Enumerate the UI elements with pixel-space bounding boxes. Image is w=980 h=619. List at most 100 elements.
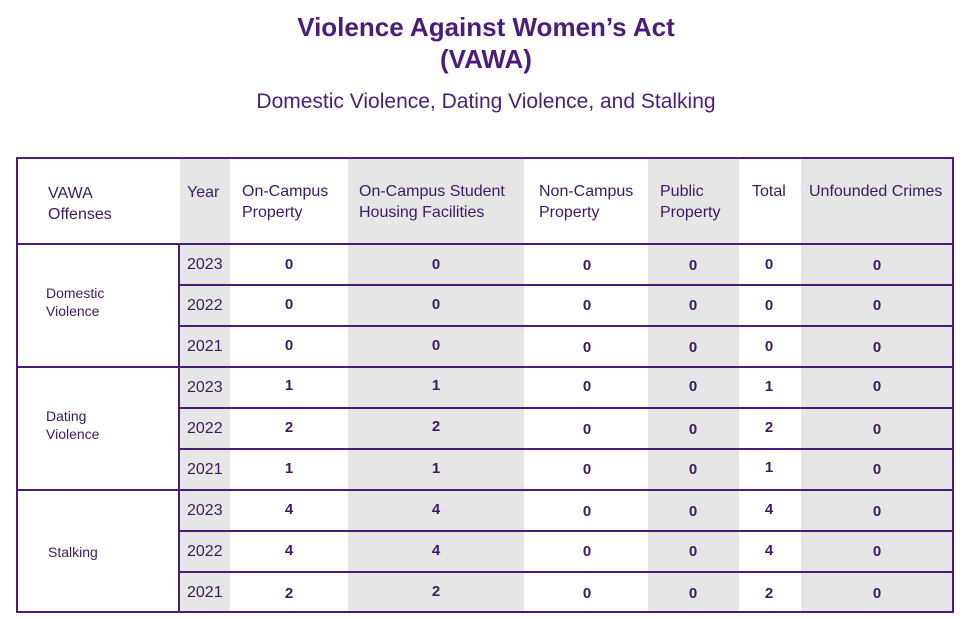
header-on-campus-line1: On-Campus <box>242 183 329 200</box>
cell-unfounded: 0 <box>872 378 882 395</box>
row-year: 2022 <box>187 420 223 437</box>
header-offenses-line2: Offenses <box>48 206 112 223</box>
cell-student-housing: 2 <box>431 583 441 600</box>
row-year: 2022 <box>187 543 223 560</box>
header-offenses: VAWA Offenses <box>48 183 112 225</box>
row-year: 2021 <box>187 338 223 355</box>
row-year: 2021 <box>187 461 223 478</box>
row-year: 2023 <box>187 379 223 396</box>
offense-column-divider <box>178 243 180 613</box>
cell-public: 0 <box>688 503 698 520</box>
header-offenses-line1: VAWA <box>48 185 93 202</box>
cell-unfounded: 0 <box>872 421 882 438</box>
row-divider <box>178 448 954 450</box>
offense-label-domestic-violence: Domestic Violence <box>46 284 104 320</box>
cell-total: 4 <box>764 542 774 559</box>
page-subtitle: Domestic Violence, Dating Violence, and … <box>256 90 716 113</box>
cell-non-campus: 0 <box>582 543 592 560</box>
cell-non-campus: 0 <box>582 297 592 314</box>
cell-on-campus: 0 <box>284 337 294 354</box>
student-housing-column-shade <box>348 159 524 611</box>
offense-label-dating-violence: Dating Violence <box>46 407 99 443</box>
public-property-column-shade <box>648 159 739 611</box>
cell-total: 2 <box>764 585 774 602</box>
cell-total: 0 <box>764 256 774 273</box>
cell-on-campus: 2 <box>284 419 294 436</box>
cell-unfounded: 0 <box>872 461 882 478</box>
cell-non-campus: 0 <box>582 421 592 438</box>
header-public-property: Public Property <box>660 181 720 223</box>
page-title-acronym: (VAWA) <box>440 44 532 74</box>
header-student-housing-line2: Housing Facilities <box>359 204 485 221</box>
cell-total: 0 <box>764 297 774 314</box>
cell-student-housing: 2 <box>431 418 441 435</box>
cell-student-housing: 1 <box>431 460 441 477</box>
header-non-campus-line1: Non-Campus <box>539 183 634 200</box>
cell-student-housing: 4 <box>431 501 441 518</box>
cell-public: 0 <box>688 543 698 560</box>
cell-on-campus: 4 <box>284 542 294 559</box>
cell-on-campus: 2 <box>284 585 294 602</box>
group-divider-1 <box>16 366 954 368</box>
cell-total: 4 <box>764 501 774 518</box>
cell-total: 1 <box>764 378 774 395</box>
cell-total: 1 <box>764 459 774 476</box>
header-on-campus: On-Campus Property <box>242 181 328 223</box>
row-divider <box>178 571 954 573</box>
row-divider <box>178 407 954 409</box>
cell-total: 0 <box>764 338 774 355</box>
offense-line: Dating <box>46 408 87 424</box>
cell-total: 2 <box>764 419 774 436</box>
cell-unfounded: 0 <box>872 543 882 560</box>
header-total: Total <box>752 183 786 200</box>
header-divider <box>16 243 954 245</box>
cell-unfounded: 0 <box>872 503 882 520</box>
cell-on-campus: 1 <box>284 460 294 477</box>
offense-label-stalking: Stalking <box>48 543 98 561</box>
cell-public: 0 <box>688 585 698 602</box>
header-student-housing-line1: On-Campus Student <box>359 183 505 200</box>
year-column-shade <box>180 159 230 611</box>
header-student-housing: On-Campus Student Housing Facilities <box>359 181 505 223</box>
offense-line: Domestic <box>46 285 105 301</box>
header-year: Year <box>187 184 220 201</box>
row-year: 2023 <box>187 256 223 273</box>
header-unfounded: Unfounded Crimes <box>809 183 943 200</box>
unfounded-column-shade <box>801 159 952 611</box>
row-year: 2021 <box>187 584 223 601</box>
cell-public: 0 <box>688 461 698 478</box>
row-divider <box>178 325 954 327</box>
header-public-line2: Property <box>660 204 721 221</box>
cell-public: 0 <box>688 297 698 314</box>
header-public-line1: Public <box>660 183 704 200</box>
cell-public: 0 <box>688 378 698 395</box>
cell-unfounded: 0 <box>872 257 882 274</box>
cell-unfounded: 0 <box>872 339 882 356</box>
cell-student-housing: 0 <box>431 256 441 273</box>
cell-non-campus: 0 <box>582 339 592 356</box>
cell-public: 0 <box>688 257 698 274</box>
row-divider <box>178 284 954 286</box>
cell-public: 0 <box>688 339 698 356</box>
cell-on-campus: 4 <box>284 501 294 518</box>
cell-on-campus: 0 <box>284 256 294 273</box>
cell-non-campus: 0 <box>582 503 592 520</box>
cell-on-campus: 1 <box>284 377 294 394</box>
header-non-campus: Non-Campus Property <box>539 181 633 223</box>
group-divider-2 <box>16 489 954 491</box>
offense-line: Violence <box>46 426 100 442</box>
offense-line: Stalking <box>48 544 98 560</box>
cell-non-campus: 0 <box>582 461 592 478</box>
cell-student-housing: 1 <box>431 377 441 394</box>
cell-public: 0 <box>688 421 698 438</box>
offense-line: Violence <box>46 303 100 319</box>
row-year: 2022 <box>187 297 223 314</box>
vawa-table <box>16 157 954 613</box>
cell-non-campus: 0 <box>582 378 592 395</box>
cell-unfounded: 0 <box>872 297 882 314</box>
cell-non-campus: 0 <box>582 257 592 274</box>
page-title: Violence Against Women’s Act <box>297 12 675 42</box>
cell-unfounded: 0 <box>872 585 882 602</box>
header-on-campus-line2: Property <box>242 204 303 221</box>
row-year: 2023 <box>187 502 223 519</box>
